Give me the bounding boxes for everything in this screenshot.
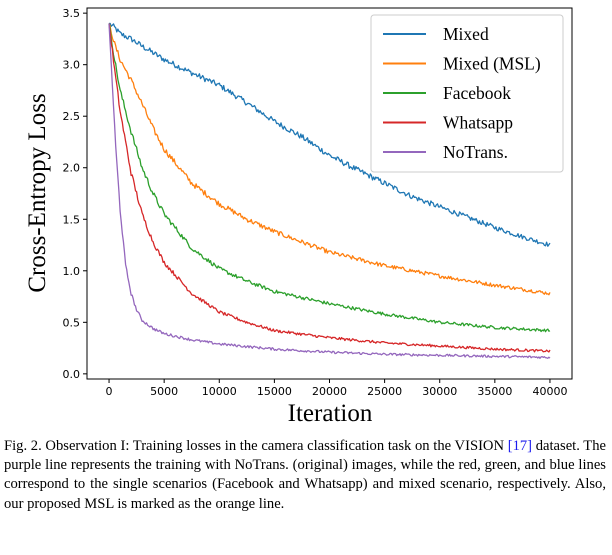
y-tick-label: 2.5 (63, 110, 81, 123)
x-axis-title: Iteration (288, 400, 373, 427)
y-tick-label: 3.0 (63, 59, 81, 72)
legend-label: NoTrans. (443, 142, 508, 162)
legend-label: Mixed (MSL) (443, 54, 541, 74)
x-tick-label: 40000 (532, 385, 567, 398)
x-axis-ticks: 0 5000 10000 15000 20000 25000 30000 35000 40000 (106, 379, 567, 398)
x-tick-label: 35000 (477, 385, 512, 398)
x-tick-label: 10000 (202, 385, 237, 398)
legend-box (370, 14, 564, 173)
y-tick-label: 2.0 (63, 162, 81, 175)
y-axis-title: Cross-Entropy Loss (24, 93, 51, 292)
y-tick-label: 3.5 (63, 7, 81, 20)
y-axis-ticks: 0.0 0.5 1.0 1.5 2.0 2.5 3.0 3.5 (63, 7, 87, 381)
y-tick-label: 0.5 (63, 316, 81, 329)
loss-chart: 0 5000 10000 15000 20000 25000 30000 35000 40000… (24, 7, 573, 427)
figure-caption: Fig. 2. Observation I: Training losses i… (4, 437, 606, 514)
y-tick-label: 1.5 (63, 213, 81, 226)
x-tick-label: 15000 (257, 385, 292, 398)
series-line-facebook (108, 23, 551, 333)
series-group (108, 22, 551, 359)
y-tick-label: 1.0 (63, 265, 81, 278)
legend-label: Mixed (443, 24, 489, 44)
y-tick-label: 0.0 (63, 368, 81, 381)
x-tick-label: 20000 (312, 385, 347, 398)
legend-label: Whatsapp (443, 113, 513, 133)
x-tick-label: 5000 (150, 385, 178, 398)
series-line-mixed (108, 22, 551, 247)
x-tick-label: 30000 (422, 385, 457, 398)
x-tick-label: 0 (106, 385, 113, 398)
citation-link[interactable]: [17] (507, 438, 533, 454)
x-tick-label: 25000 (367, 385, 402, 398)
legend: Mixed Mixed (MSL) Facebook Whatsapp NoTrans. (370, 14, 564, 173)
series-line-mixed-msl (108, 23, 551, 296)
caption-text-prefix: Fig. 2. Observation I: Training losses i… (4, 438, 508, 454)
series-line-whatsapp (108, 23, 551, 353)
series-line-notrans (108, 23, 551, 359)
caption-text-suffix: dataset. The purple line represents the … (4, 438, 606, 512)
legend-label: Facebook (443, 83, 511, 103)
